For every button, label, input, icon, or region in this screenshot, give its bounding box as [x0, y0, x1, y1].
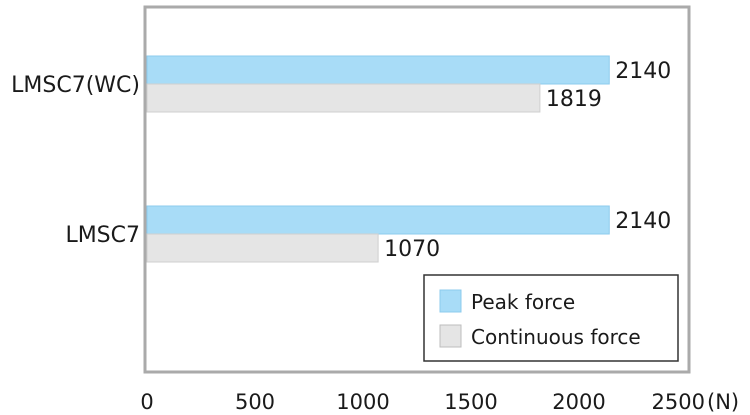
x-unit-label: (N): [707, 390, 739, 414]
x-tick-label-2000: 2000: [552, 390, 605, 414]
bar-peak-force-lmsc7-wc: [146, 55, 610, 85]
bars-layer: [146, 55, 610, 263]
legend-swatch-peak-force: [439, 289, 462, 313]
category-labels-layer: LMSC7(WC) LMSC7: [11, 73, 140, 248]
bar-continuous-force-lmsc7-wc: [146, 83, 541, 113]
value-label-continuous-force-lmsc7: 1070: [384, 237, 440, 262]
value-label-peak-force-lmsc7-wc: 2140: [615, 59, 671, 84]
x-tick-label-1500: 1500: [444, 390, 497, 414]
value-labels-layer: 2140 1819 2140 1070: [384, 59, 671, 262]
category-label-lmsc7: LMSC7: [65, 223, 140, 248]
legend-box: [423, 274, 679, 362]
x-tick-label-2500: 2500: [652, 390, 705, 414]
value-label-continuous-force-lmsc7-wc: 1819: [546, 87, 602, 112]
category-label-lmsc7-wc: LMSC7(WC): [11, 73, 140, 98]
legend: Peak force Continuous force: [423, 274, 679, 362]
legend-swatch-continuous-force: [439, 324, 462, 348]
legend-label-peak-force: Peak force: [471, 290, 575, 314]
x-tick-label-1000: 1000: [336, 390, 389, 414]
x-tick-labels-layer: 0 500 1000 1500 2000 2500: [140, 390, 705, 414]
x-tick-label-0: 0: [140, 390, 153, 414]
legend-label-continuous-force: Continuous force: [471, 325, 641, 349]
value-label-peak-force-lmsc7: 2140: [615, 209, 671, 234]
x-tick-label-500: 500: [235, 390, 275, 414]
bar-peak-force-lmsc7: [146, 205, 610, 235]
bar-continuous-force-lmsc7: [146, 233, 379, 263]
